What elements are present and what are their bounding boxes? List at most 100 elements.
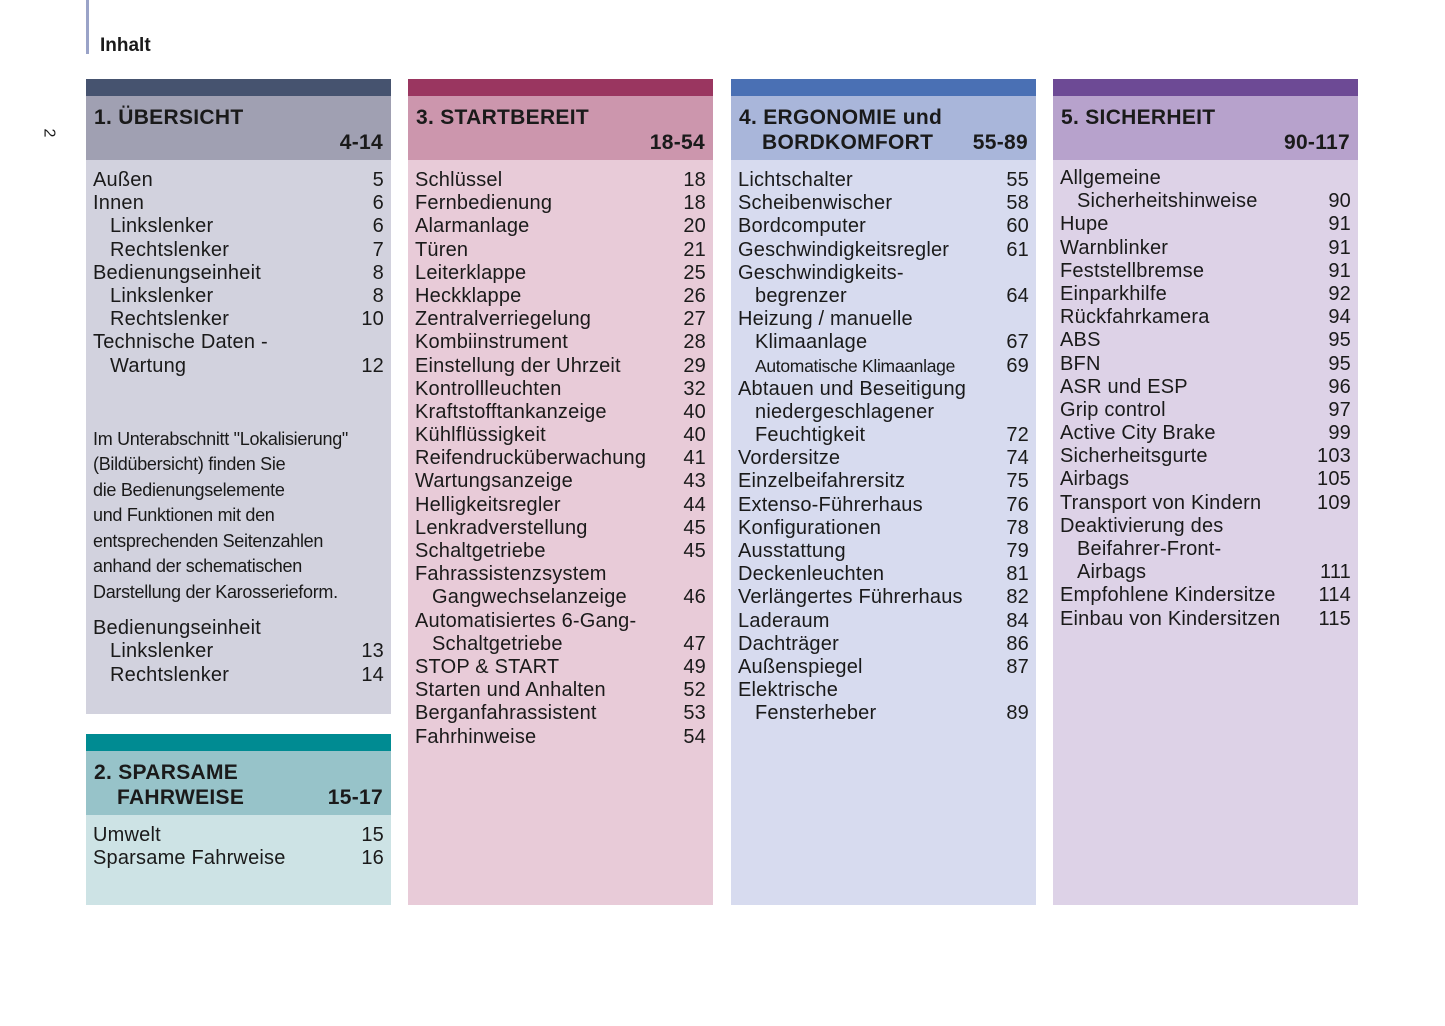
toc-entry[interactable]: Airbags 105	[1060, 468, 1351, 491]
toc-entry-label: Wartung	[110, 354, 187, 377]
toc-entry[interactable]: BFN 95	[1060, 353, 1351, 376]
toc-entry[interactable]: Rechtslenker 14	[93, 664, 384, 687]
toc-entry[interactable]: Außenspiegel 87	[738, 656, 1029, 679]
toc-entry[interactable]: Helligkeitsregler 44	[415, 494, 706, 517]
toc-entry[interactable]: begrenzer 64	[738, 285, 1029, 308]
toc-entry[interactable]: Alarmanlage 20	[415, 215, 706, 238]
toc-entry[interactable]: Fensterheber 89	[738, 702, 1029, 725]
section-sicherheit: 5. SICHERHEIT 90-117 Allgemeine Sicherhei…	[1053, 79, 1358, 905]
toc-entry[interactable]: Schaltgetriebe 47	[415, 633, 706, 656]
toc-entry-label: Beifahrer-Front-	[1077, 538, 1222, 560]
toc-entry[interactable]: ABS 95	[1060, 329, 1351, 352]
toc-entry[interactable]: Beifahrer-Front-	[1060, 538, 1351, 561]
toc-entry[interactable]: Linkslenker 13	[93, 640, 384, 663]
toc-entry-label: Bedienungseinheit	[93, 261, 261, 284]
toc-entry[interactable]: Laderaum 84	[738, 610, 1029, 633]
toc-entry[interactable]: Allgemeine	[1060, 167, 1351, 190]
toc-entry[interactable]: Rechtslenker 7	[93, 239, 384, 262]
toc-entry[interactable]: Leiterklappe 25	[415, 262, 706, 285]
toc-entry-page: 27	[683, 308, 706, 331]
toc-entry[interactable]: STOP & START 49	[415, 656, 706, 679]
toc-entry-page: 49	[683, 655, 706, 678]
toc-entry[interactable]: Automatische Klimaanlage 69	[738, 355, 1029, 378]
toc-entry[interactable]: Kraftstofftankanzeige 40	[415, 401, 706, 424]
toc-entry[interactable]: Active City Brake 99	[1060, 422, 1351, 445]
toc-entry[interactable]: ASR und ESP 96	[1060, 376, 1351, 399]
toc-entry[interactable]: Bedienungseinheit 8	[93, 262, 384, 285]
toc-entry[interactable]: Gangwechselanzeige 46	[415, 586, 706, 609]
toc-entry[interactable]: Heckklappe 26	[415, 285, 706, 308]
toc-entry[interactable]: Elektrische	[738, 679, 1029, 702]
toc-entry[interactable]: Empfohlene Kindersitze 114	[1060, 584, 1351, 607]
toc-entry[interactable]: Konfigurationen 78	[738, 517, 1029, 540]
toc-entry[interactable]: Kühlflüssigkeit 40	[415, 424, 706, 447]
toc-entry-page: 95	[1328, 329, 1351, 352]
toc-entry[interactable]: Sparsame Fahrweise 16	[93, 847, 384, 870]
toc-entry[interactable]: Airbags 111	[1060, 561, 1351, 584]
toc-entry[interactable]: Rechtslenker 10	[93, 308, 384, 331]
toc-entry[interactable]: Schaltgetriebe 45	[415, 540, 706, 563]
toc-entry[interactable]: Feuchtigkeit 72	[738, 424, 1029, 447]
toc-entry[interactable]: Geschwindigkeitsregler 61	[738, 239, 1029, 262]
toc-entry[interactable]: Ausstattung 79	[738, 540, 1029, 563]
toc-entry-label: Einstellung der Uhrzeit	[415, 354, 621, 377]
toc-entry[interactable]: Klimaanlage 67	[738, 331, 1029, 354]
note-line: entsprechenden Seitenzahlen	[93, 530, 324, 551]
toc-entry[interactable]: Starten und Anhalten 52	[415, 679, 706, 702]
toc-entry[interactable]: Bedienungseinheit	[93, 617, 384, 640]
toc-entry[interactable]: Fahrassistenzsystem	[415, 563, 706, 586]
toc-entry[interactable]: Grip control 97	[1060, 399, 1351, 422]
toc-entry[interactable]: Feststellbremse 91	[1060, 260, 1351, 283]
toc-entry[interactable]: Kombiinstrument 28	[415, 331, 706, 354]
toc-entry[interactable]: Berganfahrassistent 53	[415, 702, 706, 725]
toc-entry[interactable]: Außen 5	[93, 169, 384, 192]
toc-entry[interactable]: Automatisiertes 6-Gang-	[415, 610, 706, 633]
toc-entry[interactable]: Einbau von Kindersitzen 115	[1060, 608, 1351, 631]
toc-entry[interactable]: Abtauen und Beseitigung	[738, 378, 1029, 401]
toc-entry[interactable]: Schlüssel 18	[415, 169, 706, 192]
toc-entry[interactable]: Verlängertes Führerhaus 82	[738, 586, 1029, 609]
toc-entry[interactable]: Dachträger 86	[738, 633, 1029, 656]
toc-entry[interactable]: Sicherheitsgurte 103	[1060, 445, 1351, 468]
toc-entry[interactable]: Deaktivierung des	[1060, 515, 1351, 538]
toc-entry[interactable]: Transport von Kindern 109	[1060, 492, 1351, 515]
toc-entry[interactable]: Heizung / manuelle	[738, 308, 1029, 331]
toc-entry[interactable]: Bordcomputer 60	[738, 215, 1029, 238]
toc-entry[interactable]: Deckenleuchten 81	[738, 563, 1029, 586]
toc-entry[interactable]: Einstellung der Uhrzeit 29	[415, 355, 706, 378]
toc-entry-page: 41	[683, 447, 706, 470]
toc-entry[interactable]: Einzelbeifahrersitz 75	[738, 470, 1029, 493]
section-body: Außen 5 Innen 6 Linkslenker 6 Rechtslenker 7 Bed…	[86, 160, 391, 714]
toc-entry[interactable]: Sicherheitshinweise 90	[1060, 190, 1351, 213]
toc-entry[interactable]: Lichtschalter 55	[738, 169, 1029, 192]
toc-entry[interactable]: Zentralverriegelung 27	[415, 308, 706, 331]
toc-entry-page: 86	[1006, 632, 1029, 655]
toc-entry[interactable]: Geschwindigkeits-	[738, 262, 1029, 285]
toc-entry-label: BFN	[1060, 352, 1101, 375]
toc-entry[interactable]: Wartungsanzeige 43	[415, 470, 706, 493]
toc-entry[interactable]: Umwelt 15	[93, 824, 384, 847]
toc-entry[interactable]: Kontrollleuchten 32	[415, 378, 706, 401]
toc-entry[interactable]: Einparkhilfe 92	[1060, 283, 1351, 306]
toc-entry[interactable]: Extenso-Führerhaus 76	[738, 494, 1029, 517]
toc-entry[interactable]: Warnblinker 91	[1060, 237, 1351, 260]
toc-entry-page: 69	[1006, 354, 1029, 377]
toc-entry[interactable]: Hupe 91	[1060, 213, 1351, 236]
toc-entry[interactable]: niedergeschlagener	[738, 401, 1029, 424]
toc-entry[interactable]: Vordersitze 74	[738, 447, 1029, 470]
toc-entry[interactable]: Wartung 12	[93, 355, 384, 378]
toc-entry[interactable]: Rückfahrkamera 94	[1060, 306, 1351, 329]
toc-entry[interactable]: Lenkradverstellung 45	[415, 517, 706, 540]
toc-entry[interactable]: Technische Daten -	[93, 331, 384, 354]
toc-entry[interactable]: Linkslenker 6	[93, 215, 384, 238]
toc-entry[interactable]: Fahrhinweise 54	[415, 726, 706, 749]
toc-entry[interactable]: Linkslenker 8	[93, 285, 384, 308]
toc-entry-page: 91	[1328, 236, 1351, 259]
toc-entry-label: Geschwindigkeitsregler	[738, 238, 950, 261]
toc-entry[interactable]: Scheibenwischer 58	[738, 192, 1029, 215]
toc-entry[interactable]: Innen 6	[93, 192, 384, 215]
toc-entry[interactable]: Türen 21	[415, 239, 706, 262]
toc-entry[interactable]: Fernbedienung 18	[415, 192, 706, 215]
toc-entry[interactable]: Reifendrucküberwachung 41	[415, 447, 706, 470]
toc-entry-page: 54	[683, 725, 706, 748]
